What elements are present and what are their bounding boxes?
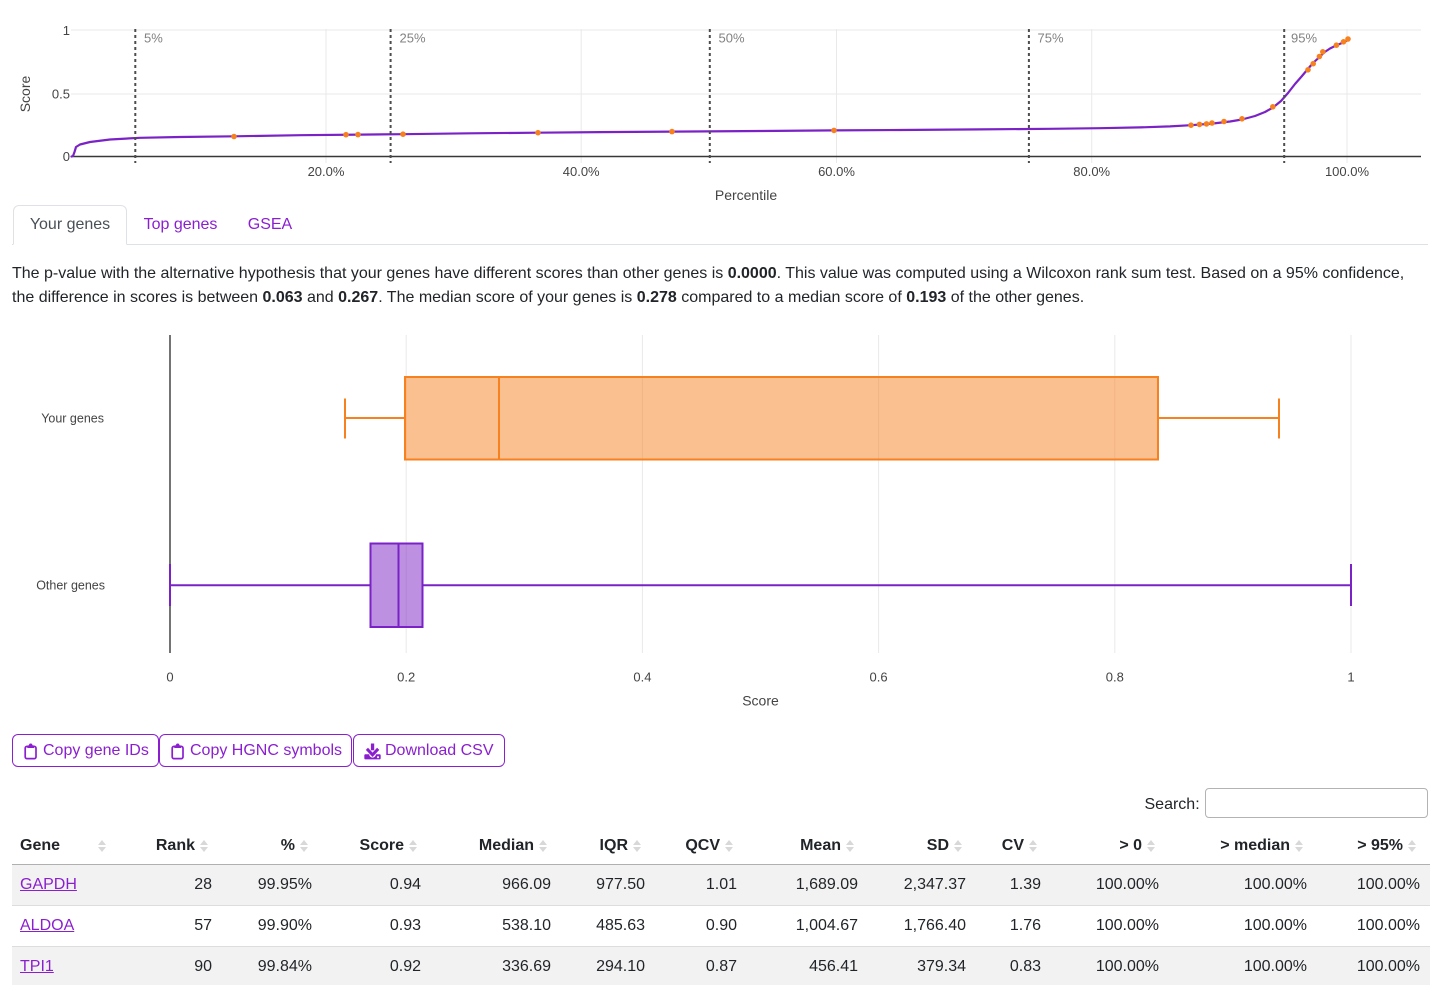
svg-text:50%: 50% xyxy=(719,31,745,46)
svg-text:1: 1 xyxy=(63,23,70,38)
svg-text:80.0%: 80.0% xyxy=(1073,164,1110,179)
svg-text:0: 0 xyxy=(166,670,173,685)
svg-text:40.0%: 40.0% xyxy=(563,164,600,179)
svg-text:Score: Score xyxy=(17,76,33,113)
svg-text:0.8: 0.8 xyxy=(1106,670,1124,685)
svg-text:75%: 75% xyxy=(1038,31,1064,46)
svg-text:0.2: 0.2 xyxy=(397,670,415,685)
svg-text:95%: 95% xyxy=(1291,31,1317,46)
svg-text:Other genes: Other genes xyxy=(36,579,105,593)
svg-text:0.6: 0.6 xyxy=(870,670,888,685)
svg-text:Your genes: Your genes xyxy=(41,412,104,426)
svg-text:25%: 25% xyxy=(400,31,426,46)
svg-text:Score: Score xyxy=(742,693,779,709)
svg-text:0.5: 0.5 xyxy=(52,87,70,102)
svg-text:0: 0 xyxy=(63,149,70,164)
svg-text:1: 1 xyxy=(1347,670,1354,685)
svg-text:100.0%: 100.0% xyxy=(1325,164,1370,179)
svg-text:Percentile: Percentile xyxy=(715,187,777,203)
svg-text:5%: 5% xyxy=(144,31,163,46)
svg-text:0.4: 0.4 xyxy=(633,670,651,685)
svg-text:60.0%: 60.0% xyxy=(818,164,855,179)
svg-text:20.0%: 20.0% xyxy=(308,164,345,179)
